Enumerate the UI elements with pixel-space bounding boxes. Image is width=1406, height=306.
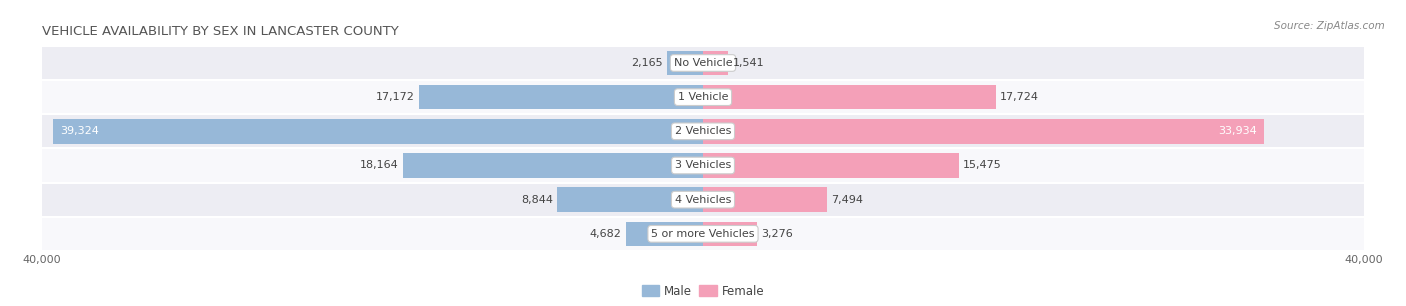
Bar [419,85,703,110]
Bar [703,153,959,178]
Text: 4 Vehicles: 4 Vehicles [675,195,731,205]
Bar [404,153,703,178]
Bar [42,148,1364,183]
Bar [42,183,1364,217]
Text: VEHICLE AVAILABILITY BY SEX IN LANCASTER COUNTY: VEHICLE AVAILABILITY BY SEX IN LANCASTER… [42,25,399,38]
Text: 15,475: 15,475 [963,160,1001,170]
Bar [42,46,1364,80]
Text: 1 Vehicle: 1 Vehicle [678,92,728,102]
Bar [703,85,995,110]
Bar [703,119,1264,144]
Text: 5 or more Vehicles: 5 or more Vehicles [651,229,755,239]
Bar [42,217,1364,251]
Text: 17,724: 17,724 [1000,92,1039,102]
Text: 33,934: 33,934 [1218,126,1257,136]
Text: No Vehicle: No Vehicle [673,58,733,68]
Bar [626,222,703,246]
Bar [42,80,1364,114]
Bar [668,51,703,75]
Bar [557,187,703,212]
Bar [42,114,1364,148]
Bar [703,222,756,246]
Text: Source: ZipAtlas.com: Source: ZipAtlas.com [1274,21,1385,32]
Text: 2 Vehicles: 2 Vehicles [675,126,731,136]
Bar [703,51,728,75]
Text: 2,165: 2,165 [631,58,664,68]
Text: 18,164: 18,164 [360,160,399,170]
Text: 4,682: 4,682 [589,229,621,239]
Legend: Male, Female: Male, Female [637,280,769,302]
Text: 17,172: 17,172 [377,92,415,102]
Bar [53,119,703,144]
Text: 3 Vehicles: 3 Vehicles [675,160,731,170]
Bar [703,187,827,212]
Text: 7,494: 7,494 [831,195,863,205]
Text: 8,844: 8,844 [520,195,553,205]
Text: 1,541: 1,541 [733,58,765,68]
Text: 39,324: 39,324 [60,126,98,136]
Text: 3,276: 3,276 [761,229,793,239]
